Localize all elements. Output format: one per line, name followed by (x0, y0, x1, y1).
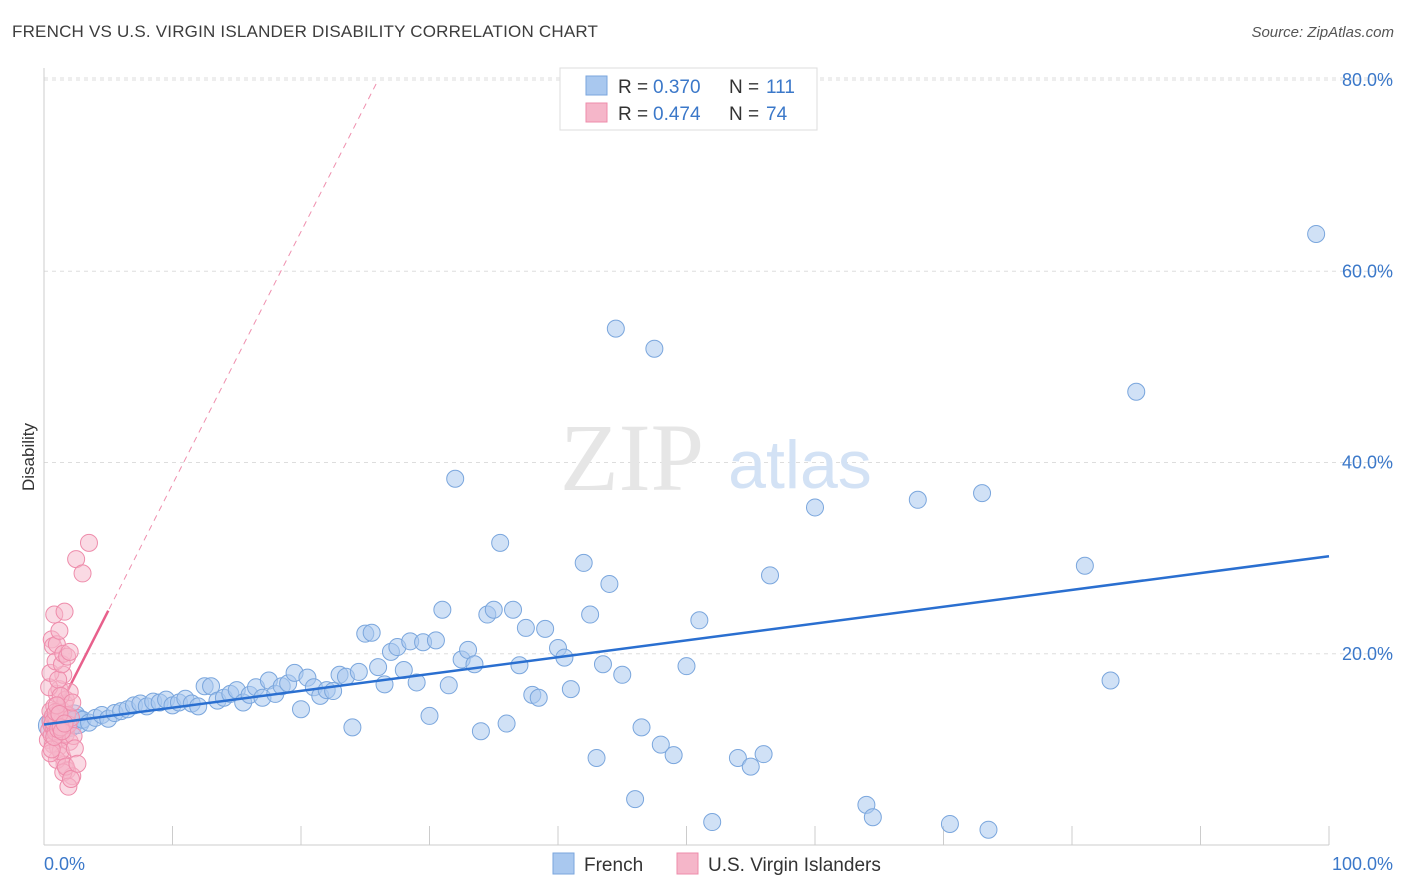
french-point-101 (741, 757, 760, 776)
french-point-71 (471, 722, 490, 741)
french-point-102 (754, 745, 773, 764)
legend-french-n-value: 111 (766, 77, 795, 98)
french-point-108 (940, 814, 959, 833)
watermark: ZIP atlas (560, 404, 872, 511)
legend-vi-r-label: R = (618, 104, 648, 125)
french-point-86 (581, 605, 600, 624)
french-point-63 (420, 706, 439, 725)
x-tick-label-100: 100.0% (1332, 854, 1393, 874)
french-point-96 (664, 746, 683, 765)
french-point-66 (439, 676, 458, 695)
french-point-87 (587, 748, 606, 767)
legend-swatch-vi (585, 102, 608, 123)
french-point-88 (593, 655, 612, 674)
french-point-52 (349, 662, 368, 681)
legend-vi-n-value: 74 (766, 104, 788, 125)
french-point-94 (645, 339, 664, 358)
french-point-92 (626, 790, 645, 809)
vi-point-59 (65, 739, 84, 758)
french-point-43 (292, 700, 310, 719)
bottom-legend: French U.S. Virgin Islanders (552, 852, 881, 876)
french-point-80 (529, 688, 548, 707)
french-point-110 (979, 820, 998, 839)
french-point-99 (703, 813, 722, 832)
french-point-106 (863, 808, 882, 827)
french-point-109 (973, 484, 992, 503)
french-point-55 (369, 658, 388, 677)
legend-swatch-french (585, 75, 608, 96)
legend-vi-r-value: 0.474 (653, 104, 701, 125)
vi-point-43 (49, 670, 68, 689)
vi-point-53 (73, 564, 92, 583)
vi-trend-dashed (53, 79, 379, 718)
axes (43, 68, 1330, 846)
legend-vi-n-label: N = (729, 104, 759, 125)
legend-french-n-label: N = (729, 77, 759, 98)
y-tick-label-1: 40.0% (1342, 453, 1393, 473)
french-point-97 (677, 657, 696, 676)
french-point-84 (561, 680, 580, 699)
french-points (37, 224, 1326, 839)
vi-point-62 (68, 754, 87, 773)
french-point-89 (600, 574, 619, 593)
grid-lines (44, 77, 1393, 655)
french-point-113 (1127, 382, 1146, 401)
vi-trend-lines (53, 79, 379, 718)
french-point-73 (484, 600, 503, 619)
y-tick-label-3: 80.0% (1342, 70, 1393, 90)
watermark-atlas: atlas (728, 427, 872, 503)
chart-title: FRENCH VS U.S. VIRGIN ISLANDER DISABILIT… (12, 22, 599, 41)
french-point-93 (632, 718, 651, 737)
vi-points (38, 533, 98, 796)
bottom-legend-french: French (584, 855, 643, 876)
legend-french-r-label: R = (618, 77, 648, 98)
french-point-51 (343, 718, 362, 737)
french-point-103 (761, 566, 780, 585)
vi-point-54 (79, 533, 98, 552)
french-point-98 (690, 611, 709, 630)
french-point-104 (806, 498, 824, 517)
source-credit: Source: ZipAtlas.com (1251, 24, 1394, 41)
french-point-100 (728, 748, 747, 767)
y-tick-labels: 20.0% 40.0% 60.0% 80.0% (1342, 70, 1393, 664)
french-point-67 (446, 469, 465, 488)
french-point-81 (536, 619, 555, 638)
french-point-77 (510, 656, 529, 675)
y-tick-label-0: 20.0% (1342, 644, 1393, 664)
french-point-74 (491, 533, 510, 552)
bottom-legend-vi: U.S. Virgin Islanders (708, 855, 881, 876)
bottom-legend-swatch-french (552, 852, 575, 875)
french-point-78 (516, 618, 535, 637)
bottom-legend-swatch-vi (676, 852, 699, 875)
french-point-85 (574, 553, 593, 572)
french-trend (43, 554, 1330, 726)
vi-point-48 (55, 602, 74, 621)
french-point-90 (606, 319, 625, 338)
french-point-114 (1307, 224, 1326, 243)
french-point-76 (504, 600, 523, 619)
vi-point-50 (60, 642, 79, 661)
french-point-70 (465, 655, 484, 674)
french-point-61 (407, 673, 426, 692)
french-point-95 (651, 735, 670, 754)
watermark-zip: ZIP (560, 404, 704, 511)
french-point-64 (426, 631, 445, 650)
french-point-111 (1075, 556, 1094, 575)
french-point-107 (908, 490, 927, 509)
french-trend-line (43, 554, 1330, 726)
vi-point-44 (50, 621, 69, 640)
y-axis-label: Disability (19, 422, 38, 491)
french-point-65 (433, 600, 452, 619)
legend: R = 0.370 N = 111 R = 0.474 N = 74 (559, 67, 818, 131)
legend-french-r-value: 0.370 (653, 77, 701, 98)
x-tick-label-0: 0.0% (44, 854, 85, 874)
french-point-75 (497, 714, 516, 733)
french-point-91 (613, 665, 632, 684)
french-point-54 (362, 623, 381, 642)
y-tick-label-2: 60.0% (1342, 261, 1393, 281)
french-point-112 (1101, 671, 1120, 690)
x-tick-labels: 0.0% 100.0% (44, 854, 1393, 874)
vi-point-61 (61, 770, 80, 789)
